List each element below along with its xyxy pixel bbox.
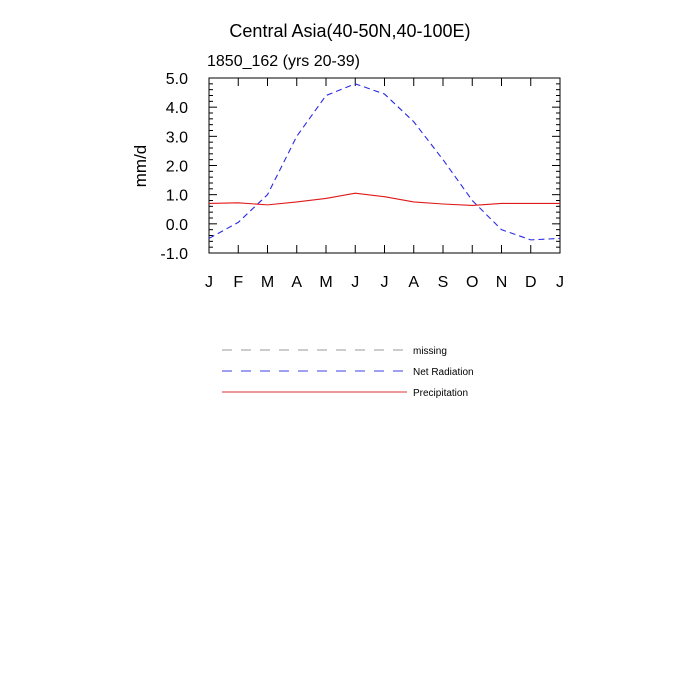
- chart-subtitle: 1850_162 (yrs 20-39): [207, 53, 360, 70]
- legend-label-net-radiation: Net Radiation: [413, 367, 474, 378]
- series-line-precipitation: [208, 192, 560, 207]
- x-tick-label: J: [351, 274, 359, 291]
- y-tick-label: 2.0: [166, 159, 188, 176]
- x-tick-label: D: [525, 274, 537, 291]
- legend: missing Net Radiation Precipitation: [222, 346, 474, 399]
- x-tick-label: S: [438, 274, 449, 291]
- x-tick-label: N: [496, 274, 508, 291]
- x-tick-label: M: [261, 274, 274, 291]
- x-tick-label: O: [466, 274, 478, 291]
- y-tick-label: -1.0: [160, 246, 188, 263]
- x-tick-label: M: [319, 274, 332, 291]
- x-tick-label: J: [205, 274, 213, 291]
- x-tick-label: J: [556, 274, 564, 291]
- x-tick-label: A: [291, 274, 302, 291]
- legend-label-precipitation: Precipitation: [413, 388, 468, 399]
- x-tick-label: J: [381, 274, 389, 291]
- y-axis-label: mm/d: [131, 145, 150, 188]
- x-tick-label: F: [233, 274, 243, 291]
- y-tick-label: 4.0: [166, 100, 188, 117]
- legend-label-missing: missing: [413, 346, 447, 357]
- x-tick-label: A: [408, 274, 419, 291]
- chart-title: Central Asia(40-50N,40-100E): [229, 21, 470, 41]
- y-tick-label: 5.0: [166, 71, 188, 88]
- plot-frame: [208, 77, 561, 254]
- y-tick-label: 1.0: [166, 188, 188, 205]
- series-line-net-radiation: [208, 83, 561, 241]
- plot-area: J F M A M J J A S O N D J-1.00.01.02.03.04.05.0: [160, 71, 564, 291]
- y-tick-label: 0.0: [166, 217, 188, 234]
- y-tick-label: 3.0: [166, 129, 188, 146]
